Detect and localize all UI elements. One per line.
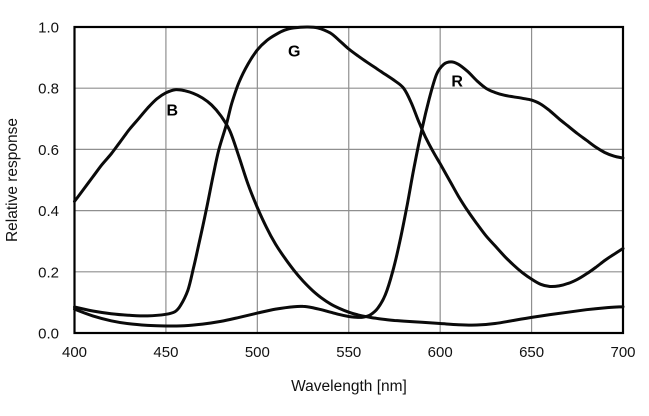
curve-B <box>73 88 625 327</box>
y-tick-label: 0.0 <box>38 326 59 343</box>
x-axis-title: Wavelength [nm] <box>291 378 407 395</box>
x-tick-label: 600 <box>428 344 453 361</box>
y-tick-label: 0.2 <box>38 264 59 281</box>
curve-label-G: G <box>288 43 300 60</box>
x-tick-label: 650 <box>519 344 544 361</box>
x-tick-label: 700 <box>610 344 635 361</box>
curve-label-R: R <box>451 73 463 90</box>
y-tick-label: 0.4 <box>38 203 59 220</box>
curve-label-B: B <box>167 103 179 120</box>
y-axis-tick-labels: 0.0 0.2 0.4 0.6 0.8 1.0 <box>38 20 59 343</box>
y-tick-label: 1.0 <box>38 20 59 37</box>
x-tick-label: 550 <box>336 344 361 361</box>
curve-G <box>73 25 625 318</box>
y-tick-label: 0.8 <box>38 81 59 98</box>
y-axis-title: Relative response <box>4 118 21 242</box>
response-curves <box>73 25 625 328</box>
y-tick-label: 0.6 <box>38 142 59 159</box>
plot-frame <box>73 25 625 335</box>
curve-letter-labels: B G R <box>167 43 464 119</box>
x-tick-label: 450 <box>153 344 178 361</box>
x-axis-tick-labels: 400 450 500 550 600 650 700 <box>62 344 636 361</box>
x-tick-label: 400 <box>62 344 87 361</box>
x-tick-label: 500 <box>245 344 270 361</box>
curve-R <box>73 60 625 328</box>
gridlines <box>74 27 623 333</box>
